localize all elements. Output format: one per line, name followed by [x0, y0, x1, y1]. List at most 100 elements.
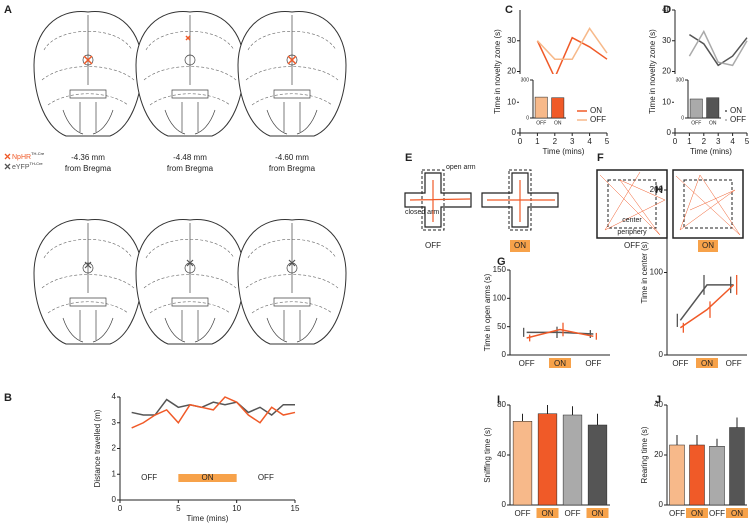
x-axis-label: Time (mins): [187, 514, 229, 523]
series-line: [679, 284, 735, 329]
x-tick-label: 5: [176, 504, 181, 513]
on-highlight: [510, 240, 530, 252]
maze-label: OFF: [624, 241, 640, 250]
bar: [587, 424, 608, 506]
y-tick-label: 30: [662, 36, 671, 45]
maze-label: periphery: [617, 229, 647, 236]
brain-section: [33, 11, 143, 137]
x-tick-label: ON: [592, 509, 604, 518]
maze-label: OFF: [425, 241, 441, 250]
x-tick-label: ON: [709, 120, 717, 126]
bar: [562, 414, 583, 506]
plus-maze: [404, 172, 559, 228]
bar: [709, 446, 725, 506]
open-field: [672, 169, 744, 239]
panel-label: C: [505, 4, 513, 16]
x-tick-label: 4: [587, 137, 592, 146]
on-highlight: [696, 358, 718, 368]
bregma-label: from Bregma: [269, 164, 316, 173]
y-tick-label: 40: [497, 450, 506, 459]
on-highlight: [536, 508, 559, 518]
bar: [537, 413, 558, 506]
x-tick-label: 5: [745, 137, 750, 146]
y-axis-label: Time in novelty zone (s): [493, 29, 502, 114]
legend-label: OFF: [730, 115, 746, 124]
on-highlight: [586, 508, 609, 518]
y-tick-label: 20: [507, 67, 516, 76]
panel-label: F: [597, 152, 604, 164]
x-tick-label: 10: [232, 504, 241, 513]
y-tick-label: 2: [112, 444, 117, 453]
x-tick-label: OFF: [669, 509, 685, 518]
panel-label: D: [663, 4, 671, 16]
series-line: [679, 284, 734, 321]
x-tick-label: ON: [731, 509, 743, 518]
brain-section: [33, 219, 143, 345]
y-axis-label: Time in novelty zone (s): [648, 29, 657, 114]
on-highlight: [698, 240, 718, 252]
on-highlight: [686, 508, 708, 518]
y-tick-label: 40: [662, 5, 671, 14]
y-tick-label: 3: [112, 418, 117, 427]
bar: [512, 421, 533, 506]
on-highlight: [726, 508, 748, 518]
panel-label: A: [4, 4, 12, 16]
x-tick-label: ON: [542, 509, 554, 518]
x-tick-label: 5: [605, 137, 610, 146]
x-tick-label: ON: [554, 359, 566, 368]
x-tick-label: 4: [730, 137, 735, 146]
y-tick-label: 80: [497, 400, 506, 409]
y-axis-label: Distance travelled (m): [93, 409, 102, 487]
track: [409, 180, 555, 222]
x-tick-label: OFF: [536, 120, 546, 126]
brain-section: [135, 219, 245, 345]
legend-label: eYFPTH-Cre: [12, 161, 43, 171]
panel-label: B: [4, 392, 12, 404]
phase-label: OFF: [258, 473, 274, 482]
y-tick-label: 0: [502, 350, 507, 359]
x-tick-label: 3: [716, 137, 721, 146]
bar: [689, 98, 703, 119]
x-tick-label: ON: [691, 509, 703, 518]
y-tick-label: 0: [526, 115, 529, 121]
x-tick-label: 0: [518, 137, 523, 146]
x-tick-label: OFF: [515, 509, 531, 518]
open-arm-box: [421, 169, 532, 231]
x-tick-label: 15: [291, 504, 300, 513]
x-tick-label: 0: [673, 137, 678, 146]
x-tick-label: 0: [118, 504, 123, 513]
x-tick-label: OFF: [726, 359, 742, 368]
x-tick-label: OFF: [691, 120, 701, 126]
x-tick-label: 2: [553, 137, 558, 146]
series-line: [131, 396, 296, 429]
y-tick-label: 40: [654, 400, 663, 409]
bar: [551, 97, 565, 119]
panel-label: I: [497, 394, 500, 406]
series-line: [536, 27, 608, 60]
y-tick-label: 0: [512, 128, 517, 137]
center-zone: [683, 179, 733, 229]
y-tick-label: 30: [507, 36, 516, 45]
x-tick-label: 2: [702, 137, 707, 146]
on-highlight: [549, 358, 571, 368]
y-tick-label: 20: [654, 450, 663, 459]
panel-label: H: [655, 184, 663, 196]
y-tick-label: 300: [676, 77, 685, 83]
x-tick-label: 3: [570, 137, 575, 146]
maze-label: ON: [514, 241, 526, 250]
brain-section: [237, 219, 347, 345]
bregma-label: -4.60 mm: [275, 153, 309, 162]
bar: [689, 444, 705, 506]
series-line: [688, 29, 748, 67]
legend-marker: [4, 153, 11, 160]
legend-sup: TH-Cre: [31, 151, 45, 156]
bar: [669, 444, 685, 506]
y-axis-label: Time in center (s): [640, 241, 649, 303]
y-tick-label: 10: [662, 97, 671, 106]
x-tick-label: ON: [554, 120, 562, 126]
y-tick-label: 50: [497, 322, 506, 331]
maze-label: closed arm: [405, 209, 439, 216]
y-tick-label: 100: [493, 293, 507, 302]
y-tick-label: 0: [659, 350, 664, 359]
